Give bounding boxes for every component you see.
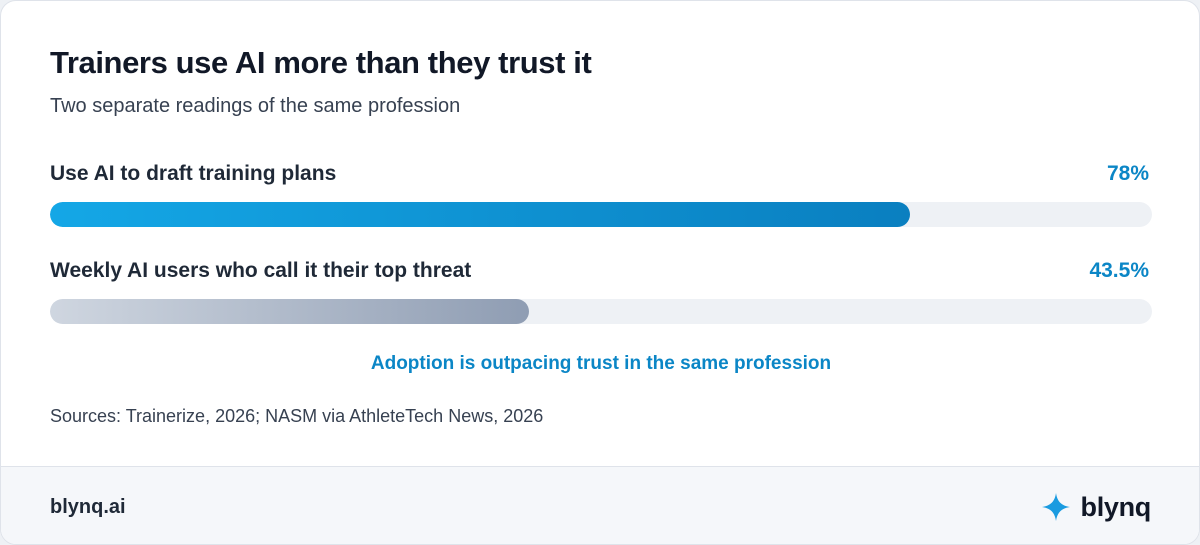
bar-fill-1 <box>50 202 910 227</box>
chart-title: Trainers use AI more than they trust it <box>50 45 592 80</box>
bar-track-1 <box>50 202 1152 227</box>
sources-note: Sources: Trainerize, 2026; NASM via Athl… <box>50 406 544 426</box>
sparkle-icon <box>1041 493 1070 521</box>
bar-fill-2 <box>50 299 530 324</box>
chart-subtitle: Two separate readings of the same profes… <box>50 95 461 117</box>
bar-track-2 <box>50 299 1152 324</box>
bar-value-1: 78% <box>1106 162 1149 185</box>
bar-label-1: Use AI to draft training plans <box>50 162 337 185</box>
footer-site-link[interactable]: blynq.ai <box>50 496 126 518</box>
brand-name: blynq <box>1080 491 1152 522</box>
chart-annotation: Adoption is outpacing trust in the same … <box>370 353 832 374</box>
footer: blynq.ai blynq <box>1 466 1199 544</box>
bar-value-2: 43.5% <box>1089 259 1149 282</box>
brand-logo: blynq <box>1041 489 1152 525</box>
bar-label-2: Weekly AI users who call it their top th… <box>50 259 472 282</box>
